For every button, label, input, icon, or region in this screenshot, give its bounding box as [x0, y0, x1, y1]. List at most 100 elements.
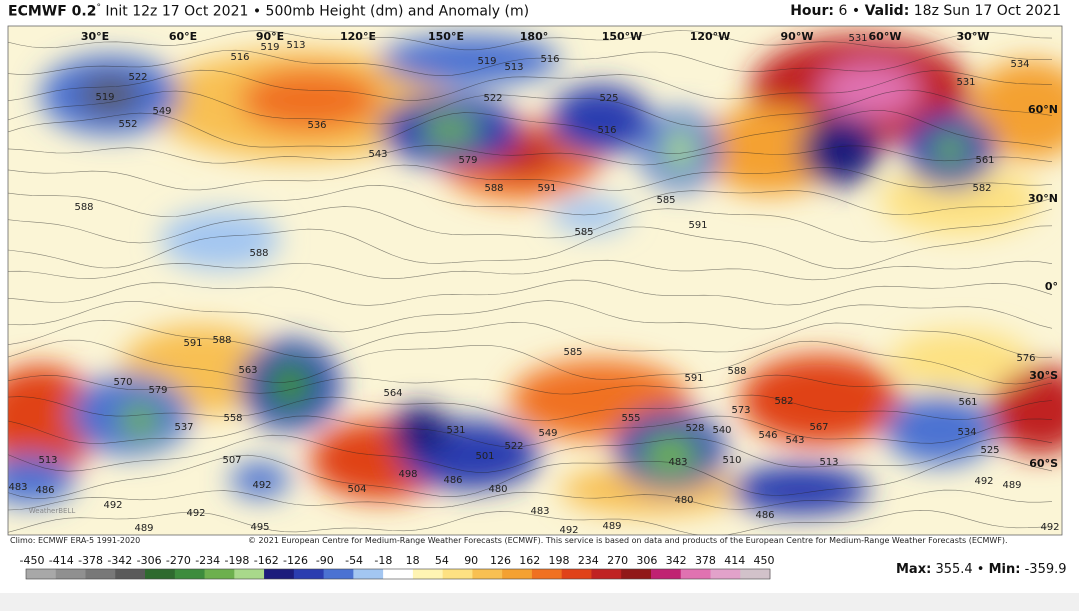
model: ECMWF 0.2 — [8, 3, 97, 20]
height-contour — [8, 374, 1053, 396]
anomaly-shading — [240, 68, 380, 132]
colorbar-segment — [710, 569, 741, 579]
longitude-label: 30°W — [957, 30, 990, 43]
longitude-label: 60°E — [169, 30, 197, 43]
height-contour — [8, 206, 1053, 244]
contour-label: 536 — [307, 120, 326, 131]
contour-label: 513 — [819, 457, 838, 468]
contour-label: 513 — [38, 455, 57, 466]
anomaly-shading — [420, 115, 480, 145]
anomaly-shading — [265, 360, 315, 410]
contour-label: 492 — [186, 508, 205, 519]
contour-label: 480 — [488, 484, 507, 495]
contour-label: 531 — [956, 77, 975, 88]
colorbar-tick-label: -198 — [224, 554, 249, 567]
logo: WeatherBELL — [29, 507, 76, 515]
anomaly-shading — [700, 105, 840, 195]
colorbar-segment — [383, 569, 414, 579]
contour-label: 579 — [458, 155, 477, 166]
contour-label: 563 — [238, 365, 257, 376]
contour-label: 588 — [484, 183, 503, 194]
contour-label: 543 — [785, 435, 804, 446]
colorbar-tick-label: -414 — [49, 554, 74, 567]
colorbar-segment — [353, 569, 384, 579]
colorbar-segment — [115, 569, 146, 579]
contour-label: 525 — [599, 93, 618, 104]
latitude-label: 30°N — [1028, 192, 1058, 205]
colorbar-tick-label: -306 — [137, 554, 162, 567]
footer-copyright: © 2021 European Centre for Medium-Range … — [248, 536, 1008, 545]
colorbar-segment — [204, 569, 235, 579]
longitude-label: 30°E — [81, 30, 109, 43]
colorbar-segment — [680, 569, 711, 579]
contour-label: 519 — [260, 42, 279, 53]
longitude-label: 120°W — [690, 30, 731, 43]
contour-label: 510 — [722, 455, 741, 466]
contour-label: 564 — [383, 388, 402, 399]
height-contour — [8, 300, 1053, 333]
colorbar-tick-label: 234 — [578, 554, 599, 567]
contour-label: 573 — [731, 405, 750, 416]
colorbar-segment — [26, 569, 57, 579]
anomaly-shading — [880, 165, 1040, 235]
height-contour — [8, 145, 1053, 166]
header-left: ECMWF 0.2° Init 12z 17 Oct 2021 • 500mb … — [8, 3, 529, 20]
anomaly-shading — [820, 62, 920, 118]
contour-label: 492 — [103, 500, 122, 511]
colorbar-tick-label: -342 — [107, 554, 132, 567]
height-contour — [8, 30, 1053, 51]
height-contour — [8, 279, 1053, 306]
latitude-label: 60°S — [1029, 457, 1058, 470]
contour-label: 486 — [35, 485, 54, 496]
map: 522 519 516 519 513 549 552 536 543 579 588 591 513 5… — [7, 25, 1063, 580]
min: -359.9 — [1024, 562, 1067, 577]
hour-label: Hour: — [790, 3, 835, 19]
anomaly-shading — [662, 128, 698, 172]
min-label: Min: — [988, 562, 1021, 577]
colorbar-tick-label: 378 — [695, 554, 716, 567]
contour-label: 561 — [975, 155, 994, 166]
contour-label: 591 — [183, 338, 202, 349]
latitude-label: 0° — [1045, 280, 1058, 293]
contour-label: 516 — [540, 54, 559, 65]
colorbar-tick-label: 450 — [754, 554, 775, 567]
title: Init 12z 17 Oct 2021 • 500mb Height (dm)… — [105, 3, 530, 20]
contour-label: 522 — [504, 441, 523, 452]
contour-label: 528 — [685, 423, 704, 434]
colorbar-tick-label: 198 — [549, 554, 570, 567]
contour-label: 495 — [250, 522, 269, 533]
longitude-label: 120°E — [340, 30, 376, 43]
contour-label: 534 — [957, 427, 976, 438]
colorbar-segment — [264, 569, 295, 579]
contour-label: 552 — [118, 119, 137, 130]
contour-label: 546 — [758, 430, 777, 441]
latitude-label: 30°S — [1029, 369, 1058, 382]
colorbar-tick-label: -54 — [345, 554, 363, 567]
contour-label: 489 — [602, 521, 621, 532]
contour-label: 483 — [668, 457, 687, 468]
contour-label: 492 — [252, 480, 271, 491]
height-contour — [8, 69, 1053, 102]
contour-label: 498 — [398, 469, 417, 480]
map-frame — [7, 25, 1063, 536]
colorbar-segment — [145, 569, 176, 579]
contour-label: 519 — [95, 92, 114, 103]
anomaly-shading — [390, 405, 450, 455]
height-contour — [8, 434, 1053, 473]
contour-label: 531 — [446, 425, 465, 436]
colorbar-tick-label: 18 — [406, 554, 420, 567]
contour-label: 492 — [559, 525, 578, 536]
anomaly-shading — [380, 35, 560, 85]
height-contour — [8, 110, 1053, 154]
colorbar-tick-label: -162 — [254, 554, 279, 567]
contour-label: 504 — [347, 484, 366, 495]
colorbar-segment — [412, 569, 444, 579]
contour-label: 492 — [1040, 522, 1059, 533]
height-contour — [8, 89, 1053, 127]
colorbar-segment — [234, 569, 265, 579]
longitude-label: 90°E — [256, 30, 284, 43]
contour-label: 549 — [152, 106, 171, 117]
height-contour — [8, 394, 1053, 421]
contour-label: 522 — [483, 93, 502, 104]
header-right: Hour: 6 • Valid: 18z Sun 17 Oct 2021 — [790, 3, 1061, 19]
